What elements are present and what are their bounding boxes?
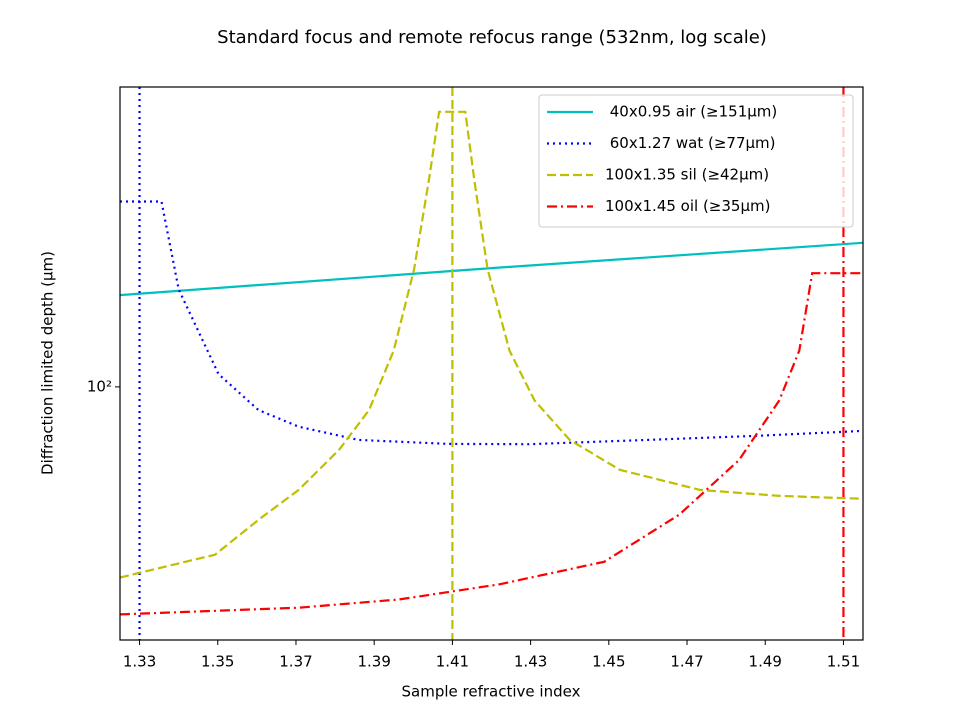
- chart-title: Standard focus and remote refocus range …: [217, 27, 767, 48]
- x-tick-label: 1.39: [357, 653, 390, 671]
- x-tick-label: 1.49: [749, 653, 782, 671]
- x-tick-label: 1.37: [279, 653, 312, 671]
- x-tick-label: 1.43: [514, 653, 547, 671]
- x-tick-label: 1.51: [827, 653, 860, 671]
- plot-frame: [119, 86, 864, 641]
- x-tick-label: 1.45: [592, 653, 625, 671]
- y-tick-label: 10²: [87, 377, 112, 395]
- legend-label: 100x1.45 oil (≥35μm): [605, 197, 770, 215]
- x-axis-label: Sample refractive index: [402, 683, 581, 701]
- legend-box: [538, 94, 854, 228]
- y-axis-label: Diffraction limited depth (μm): [39, 251, 57, 475]
- series-line: [120, 272, 863, 616]
- series-line: [120, 200, 863, 446]
- x-tick-label: 1.41: [436, 653, 469, 671]
- series-line: [120, 110, 863, 579]
- legend-label: 60x1.27 wat (≥77μm): [605, 134, 776, 152]
- legend-label: 100x1.35 sil (≥42μm): [605, 166, 769, 184]
- plot-lines: [120, 87, 863, 640]
- x-tick-label: 1.35: [201, 653, 234, 671]
- x-tick-label: 1.47: [670, 653, 703, 671]
- series-line: [120, 241, 863, 297]
- legend-label: 40x0.95 air (≥151μm): [605, 103, 777, 121]
- x-tick-label: 1.33: [123, 653, 156, 671]
